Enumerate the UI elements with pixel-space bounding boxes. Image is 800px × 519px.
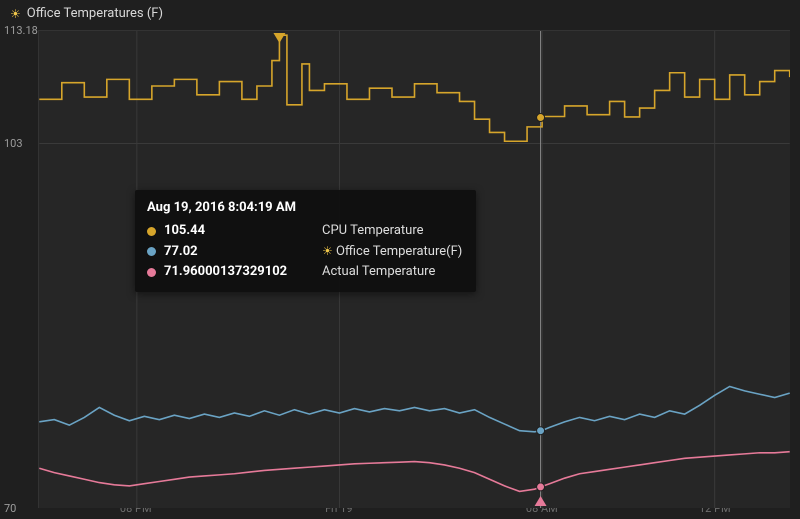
tooltip-value: 77.02 (164, 242, 314, 262)
tooltip-row: 105.44 CPU Temperature (147, 221, 462, 241)
peak-marker-cpu (273, 33, 285, 43)
crosshair-dot-office (537, 427, 545, 435)
tooltip-timestamp: Aug 19, 2016 8:04:19 AM (147, 200, 462, 215)
tooltip-series-name: ☀ Office Temperature(F) (322, 241, 462, 262)
sun-icon: ☀ (322, 244, 333, 258)
tooltip-row: 77.02 ☀ Office Temperature(F) (147, 241, 462, 262)
sun-icon: ☀ (10, 7, 21, 21)
tooltip-swatch (147, 268, 156, 277)
panel-title: ☀ Office Temperatures (F) (10, 6, 163, 21)
y-axis-tick-label: 70 (4, 502, 16, 515)
crosshair-dot-cpu (537, 114, 545, 122)
y-axis-tick-label: 103 (4, 137, 23, 150)
tooltip-series-name: CPU Temperature (322, 221, 424, 241)
tooltip-swatch (147, 227, 156, 236)
trough-marker-actual (535, 496, 547, 506)
series-cpu (39, 35, 789, 141)
panel-title-text: Office Temperatures (F) (27, 6, 163, 21)
tooltip-row: 71.96000137329102 Actual Temperature (147, 262, 462, 282)
tooltip-rows: 105.44 CPU Temperature 77.02 ☀ Office Tempe… (147, 221, 462, 282)
series-office (39, 386, 789, 431)
tooltip-value: 71.96000137329102 (164, 262, 314, 282)
tooltip-value: 105.44 (164, 221, 314, 241)
tooltip-series-name: Actual Temperature (322, 262, 435, 282)
series-actual (39, 452, 789, 492)
y-axis-tick-label: 113.18 (4, 24, 38, 37)
tooltip-swatch (147, 247, 156, 256)
crosshair-dot-actual (537, 483, 545, 491)
hover-tooltip: Aug 19, 2016 8:04:19 AM 105.44 CPU Temper… (135, 190, 476, 292)
